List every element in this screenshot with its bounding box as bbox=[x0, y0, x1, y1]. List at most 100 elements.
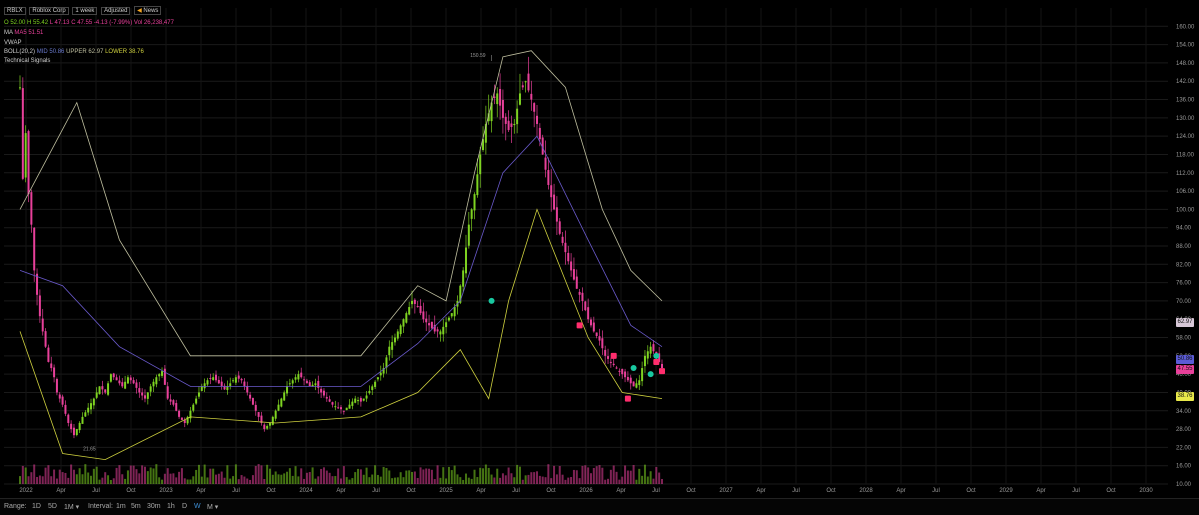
candle-body bbox=[484, 123, 487, 143]
candle-body bbox=[567, 252, 570, 262]
candle-body bbox=[357, 400, 360, 402]
ohlc-low: L 47.13 bbox=[49, 20, 70, 26]
x-tick-label: Apr bbox=[56, 488, 65, 494]
x-tick-label: Jul bbox=[1072, 488, 1080, 494]
candle-body bbox=[425, 318, 428, 323]
volume-bar bbox=[251, 475, 254, 484]
volume-bar bbox=[416, 478, 419, 484]
volume-bar bbox=[374, 465, 377, 484]
candle-body bbox=[430, 321, 433, 329]
volume-bar bbox=[283, 473, 286, 484]
news-chip[interactable]: ◀ News bbox=[134, 6, 162, 15]
candle-body bbox=[58, 394, 61, 399]
range-1d[interactable]: 1D bbox=[32, 503, 41, 510]
volume-bar bbox=[104, 472, 107, 484]
candle-body bbox=[638, 380, 641, 386]
volume-bar bbox=[442, 467, 445, 484]
symbol-chip[interactable]: RBLX bbox=[4, 7, 26, 15]
vwap-row[interactable]: VWAP bbox=[4, 40, 21, 46]
boll-lower: LOWER 38.76 bbox=[105, 49, 144, 55]
volume-bar bbox=[226, 465, 229, 484]
x-tick-label: Apr bbox=[476, 488, 485, 494]
volume-bar bbox=[555, 474, 558, 484]
volume-bar bbox=[249, 479, 252, 484]
volume-bar bbox=[544, 477, 547, 484]
range-1m[interactable]: 1M ▾ bbox=[64, 504, 80, 511]
volume-bar bbox=[584, 465, 587, 484]
timeframe-chip[interactable]: 1 week bbox=[72, 7, 98, 15]
x-tick-label: Oct bbox=[826, 488, 836, 494]
candle-body bbox=[641, 368, 644, 382]
candle-body bbox=[510, 123, 513, 127]
candle-body bbox=[558, 221, 561, 234]
volume-bar bbox=[38, 475, 41, 484]
candle-body bbox=[50, 363, 53, 369]
interval-30m[interactable]: 30m bbox=[147, 503, 161, 510]
candle-body bbox=[257, 412, 260, 417]
interval-m[interactable]: M ▾ bbox=[207, 504, 219, 511]
candle-body bbox=[553, 194, 556, 210]
candle-body bbox=[27, 131, 30, 195]
ma-row[interactable]: MA MA5 51.51 bbox=[4, 30, 43, 36]
signals-row[interactable]: Technical Signals bbox=[4, 58, 50, 64]
candle-body bbox=[271, 416, 274, 425]
volume-bar bbox=[536, 471, 539, 484]
candle-body bbox=[47, 347, 50, 362]
interval-5m[interactable]: 5m bbox=[131, 503, 141, 510]
candle-body bbox=[158, 374, 161, 377]
volume-bar bbox=[365, 467, 368, 484]
volume-bar bbox=[436, 465, 439, 484]
candle-body bbox=[359, 398, 362, 402]
candle-body bbox=[408, 307, 411, 315]
candle-body bbox=[87, 407, 90, 413]
y-tick-label: 28.00 bbox=[1176, 427, 1192, 433]
candle-body bbox=[391, 342, 394, 350]
candle-body bbox=[629, 377, 632, 384]
volume-bar bbox=[183, 478, 186, 484]
interval-d[interactable]: D bbox=[182, 503, 188, 510]
volume-bar bbox=[655, 466, 658, 484]
range-5d[interactable]: 5D bbox=[48, 503, 57, 510]
candle-body bbox=[561, 236, 564, 243]
volume-bar bbox=[479, 467, 482, 484]
volume-bar bbox=[260, 465, 263, 484]
candle-body bbox=[530, 93, 533, 100]
candle-body bbox=[55, 378, 58, 393]
y-tick-label: 160.00 bbox=[1176, 24, 1195, 30]
volume-bar bbox=[27, 476, 30, 484]
candle-body bbox=[527, 73, 530, 91]
interval-1h[interactable]: 1h bbox=[167, 503, 175, 510]
candle-body bbox=[92, 398, 95, 406]
volume-bar bbox=[530, 472, 533, 484]
interval-w[interactable]: W bbox=[194, 503, 201, 510]
volume-bar bbox=[385, 467, 388, 484]
adjusted-chip[interactable]: Adjusted bbox=[101, 7, 131, 15]
candle-body bbox=[399, 325, 402, 335]
candle-body bbox=[305, 380, 308, 384]
x-tick-label: 2022 bbox=[19, 488, 33, 494]
volume-bar bbox=[240, 475, 243, 484]
candle-body bbox=[161, 371, 164, 376]
volume-bar bbox=[419, 467, 422, 484]
volume-bar bbox=[78, 468, 81, 484]
price-tag: 50.86 bbox=[1176, 354, 1194, 364]
volume-bar bbox=[408, 470, 411, 484]
volume-bar bbox=[47, 465, 50, 484]
boll-row[interactable]: BOLL(20,2) MID 50.86 UPPER 62.97 LOWER 3… bbox=[4, 49, 144, 55]
volume-bar bbox=[189, 479, 192, 484]
volume-bar bbox=[643, 464, 646, 484]
candle-body bbox=[624, 371, 627, 378]
interval-1m[interactable]: 1m bbox=[116, 503, 126, 510]
candle-body bbox=[467, 224, 470, 246]
volume-bar bbox=[484, 464, 487, 484]
candle-body bbox=[300, 372, 303, 378]
volume-bar bbox=[19, 476, 21, 484]
volume-bar bbox=[152, 468, 155, 484]
volume-bar bbox=[232, 476, 235, 484]
candle-body bbox=[661, 363, 663, 369]
volume-bar bbox=[459, 477, 462, 484]
volume-bar bbox=[172, 473, 175, 484]
volume-bar bbox=[371, 474, 374, 484]
